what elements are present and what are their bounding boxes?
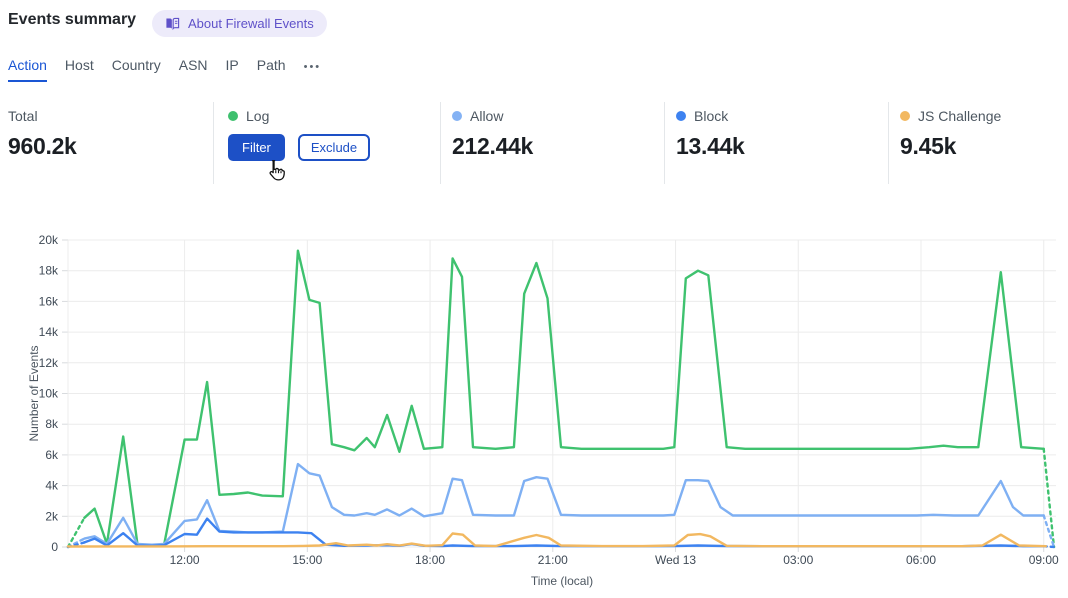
tab-ip[interactable]: IP [225,57,239,73]
allow-legend-dot [452,111,462,121]
svg-text:6k: 6k [45,448,59,462]
stat-card-total: Total 960.2k [8,108,77,160]
total-value: 960.2k [8,133,77,159]
svg-text:09:00: 09:00 [1029,553,1059,567]
log-label: Log [246,108,270,124]
stat-card-block[interactable]: Block 13.44k [676,108,745,160]
stat-divider [213,102,214,184]
js-challenge-legend-dot [900,111,910,121]
svg-text:8k: 8k [45,417,59,431]
svg-text:Number of Events: Number of Events [27,345,41,441]
svg-text:10k: 10k [39,387,59,401]
stat-divider [664,102,665,184]
stat-divider [440,102,441,184]
svg-text:14k: 14k [39,325,59,339]
stat-card-allow[interactable]: Allow 212.44k [452,108,533,160]
js-challenge-label: JS Challenge [918,108,1002,124]
svg-text:4k: 4k [45,479,59,493]
block-value: 13.44k [676,133,745,159]
tab-path[interactable]: Path [256,57,286,73]
stats-row: Total 960.2k Log Filter Exclude Allow 21… [0,100,1068,186]
svg-text:0: 0 [51,540,58,554]
log-legend-dot [228,111,238,121]
js-challenge-value: 9.45k [900,133,957,159]
filter-button[interactable]: Filter [228,134,285,161]
facet-tabs: Action Host Country ASN IP Path ••• [8,57,321,82]
block-label: Block [694,108,729,124]
stat-card-js-challenge[interactable]: JS Challenge 9.45k [900,108,1001,160]
svg-text:Wed 13: Wed 13 [655,553,696,567]
svg-text:Time (local): Time (local) [531,574,593,588]
exclude-button[interactable]: Exclude [297,134,371,161]
allow-label: Allow [470,108,504,124]
svg-text:12:00: 12:00 [170,553,200,567]
svg-text:15:00: 15:00 [292,553,322,567]
svg-text:2k: 2k [45,509,59,523]
svg-text:03:00: 03:00 [783,553,813,567]
allow-value: 212.44k [452,133,534,159]
ellipsis-icon[interactable]: ••• [303,61,322,73]
tab-host[interactable]: Host [64,57,94,73]
tab-country[interactable]: Country [111,57,161,73]
stat-card-log[interactable]: Log Filter Exclude [228,108,371,161]
chart-canvas[interactable]: 0 2k 4k 6k 8k 10k 12k 14k 16k 18k 20k 12:00 15:00 18:… [0,228,1068,598]
about-firewall-events-badge[interactable]: About Firewall Events [152,10,327,37]
events-time-series-chart[interactable]: 0 2k 4k 6k 8k 10k 12k 14k 16k 18k 20k 12:00 15:00 18:… [0,228,1068,598]
svg-text:18:00: 18:00 [415,553,445,567]
total-label: Total [8,108,38,124]
svg-text:12k: 12k [39,356,59,370]
tab-action[interactable]: Action [8,57,47,82]
svg-text:06:00: 06:00 [906,553,936,567]
svg-text:21:00: 21:00 [538,553,568,567]
about-badge-label: About Firewall Events [188,16,314,31]
tab-asn[interactable]: ASN [178,57,208,73]
open-book-icon [165,16,180,31]
svg-text:18k: 18k [39,264,59,278]
svg-text:16k: 16k [39,294,59,308]
stat-divider [888,102,889,184]
svg-text:20k: 20k [39,233,59,247]
page-title: Events summary [8,11,137,28]
block-legend-dot [676,111,686,121]
